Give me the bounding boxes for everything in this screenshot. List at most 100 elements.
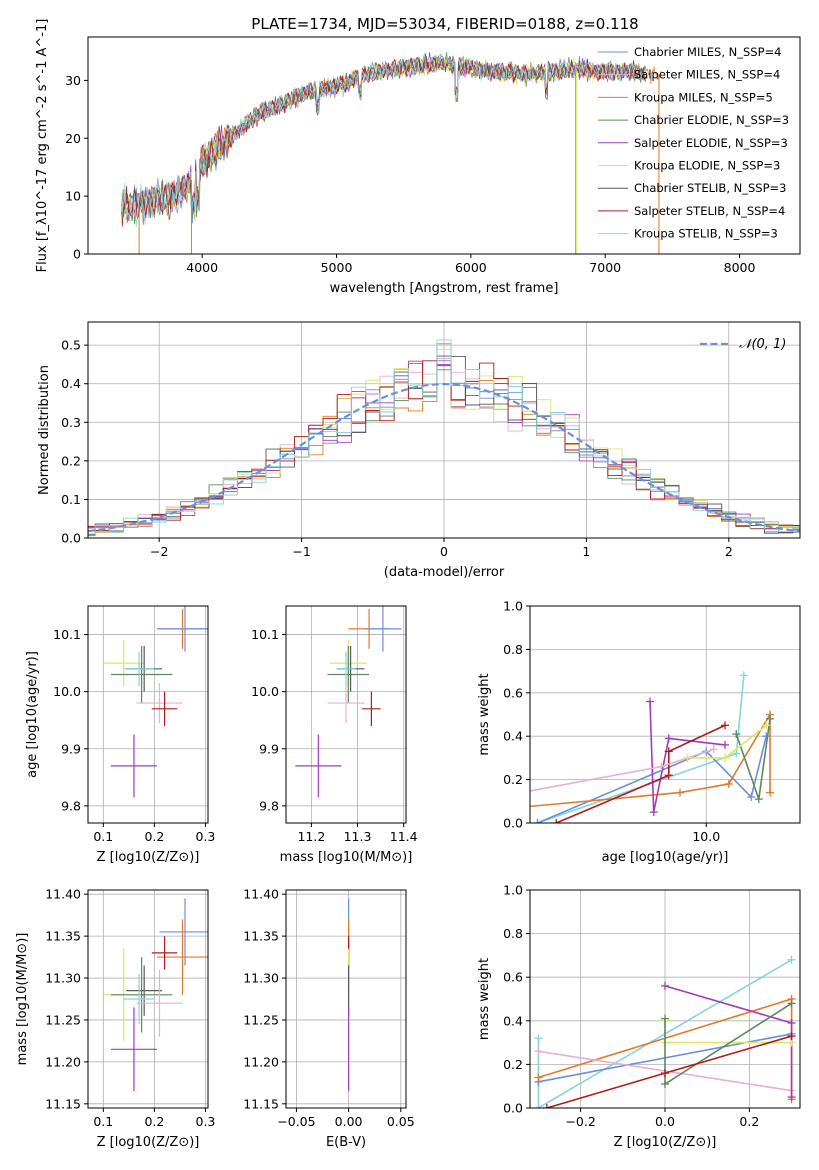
legend-label-normal: 𝒩(0, 1) [739,337,786,352]
y-tick-label: 11.30 [45,971,81,986]
y-tick-label: 0.0 [61,531,81,546]
weight-line-k_stelib [537,959,793,1108]
y-tick-label: 9.8 [61,798,81,813]
x-axis-label: E(B-V) [326,1135,366,1150]
plot-frame [87,605,209,824]
y-tick-label: 10.1 [251,627,279,642]
legend-label-c_miles: Chabrier MILES, N_SSP=4 [634,45,781,59]
legend-label-s_stelib: Salpeter STELIB, N_SSP=4 [634,204,785,218]
spectrum-line-s_miles [121,53,646,225]
y-tick-label: 9.8 [259,798,279,813]
legend-label-k_elodie: Kroupa ELODIE, N_SSP=3 [634,159,780,173]
panel-spectrum: 4000 5000 6000 7000 8000 0 10 20 30 wavelength [A… [35,19,801,296]
weight-line-s_miles [530,748,714,792]
x-axis-label: Z [log10(Z/Z⊙)] [97,1135,200,1150]
spectrum-line-k_stelib [121,52,646,228]
x-tick-label: −0.2 [565,1114,595,1129]
plot-area [295,606,402,798]
y-tick-label: 10.1 [53,627,81,642]
y-tick-label: 11.15 [45,1096,81,1111]
y-tick-label: 0.2 [503,1057,523,1072]
spectrum-line-k_elodie [121,55,646,221]
y-tick-label: 0.6 [503,970,523,985]
plot-area [121,52,662,254]
x-tick-label: 0.2 [144,829,164,844]
weight-line-s_elodie [649,701,726,813]
x-axis-label: age [log10(age/yr)] [602,850,729,865]
plot-frame [285,889,407,1109]
x-tick-label: −2 [150,544,168,559]
y-tick-label: 0 [73,247,81,262]
x-tick-label: 10.0 [692,829,720,844]
spectrum-line-c_stelib [121,55,646,222]
x-tick-label: 0.2 [144,1114,164,1129]
y-axis-label: mass [log10(M/M⊙)] [15,933,30,1066]
x-tick-label: 0.1 [93,1114,113,1129]
y-axis-label: Normed distribution [37,365,52,495]
panel-age-vs-Z: 0.1 0.2 0.3 9.8 9.9 10.0 10.1 Z [log10(Z/Z⊙)] ag… [25,605,216,865]
y-tick-label: 9.9 [61,741,81,756]
y-tick-label: 11.30 [243,971,279,986]
plot-area [103,898,208,1092]
legend-label-c_stelib: Chabrier STELIB, N_SSP=3 [634,181,786,195]
plot-frame [285,605,407,824]
y-tick-label: 9.9 [259,741,279,756]
y-tick-label: 11.25 [45,1012,81,1027]
panel-mass-vs-ebv: −0.05 0.00 0.05 11.15 11.20 11.25 11.30 11.35 11… [243,887,415,1150]
y-tick-label: 0.5 [61,338,81,353]
plot-area [103,606,208,798]
x-tick-label: 0 [440,544,448,559]
x-tick-label: 4000 [186,260,218,275]
y-tick-label: 11.25 [243,1012,279,1027]
y-tick-label: 0.0 [503,1101,523,1116]
y-axis-label: Flux [f_λ10^-17 erg cm^-2 s^-1 A^-1] [35,19,50,273]
y-tick-label: 0.1 [61,492,81,507]
x-tick-label: 11.4 [390,829,418,844]
x-axis-label: wavelength [Angstrom, rest frame] [330,281,559,296]
legend-label-c_elodie: Chabrier ELODIE, N_SSP=3 [634,113,789,127]
y-tick-label: 0.4 [61,376,81,391]
panel-residuals: −2 −1 0 1 2 0.0 0.1 0.2 0.3 0.4 0.5 (data-model)/er… [37,321,801,580]
figure-title: PLATE=1734, MJD=53034, FIBERID=0188, z=0… [251,15,638,33]
y-axis-label: mass weight [477,673,492,755]
y-tick-label: 10 [65,189,81,204]
plot-area [88,339,800,537]
weight-line-s_stelib [546,1035,792,1108]
plot-area [534,955,796,1108]
x-tick-label: 0.3 [196,829,216,844]
x-tick-label: 2 [725,544,733,559]
x-tick-label: 8000 [724,260,756,275]
panel-age-vs-mass: 11.2 11.3 11.4 9.8 9.9 10.0 10.1 mass [log10(M/… [251,605,418,865]
weight-line-c_elodie [664,1002,793,1086]
y-tick-label: 0.4 [503,1013,523,1028]
x-tick-label: −1 [292,544,310,559]
x-tick-label: 0.3 [196,1114,216,1129]
x-axis-label: mass [log10(M/M⊙)] [280,850,413,865]
x-tick-label: 0.05 [387,1114,415,1129]
x-tick-label: 11.2 [297,829,325,844]
spectrum-line-s_stelib [121,53,646,227]
y-tick-label: 1.0 [503,883,523,898]
x-tick-label: 5000 [321,260,353,275]
y-tick-label: 10.0 [251,684,279,699]
y-tick-label: 11.20 [243,1054,279,1069]
x-tick-label: 0.00 [335,1114,363,1129]
y-tick-label: 0.2 [503,772,523,787]
x-axis-label: (data-model)/error [384,565,505,580]
y-tick-label: 0.0 [503,816,523,831]
y-tick-label: 0.6 [503,685,523,700]
plot-frame [87,889,209,1109]
y-tick-label: 0.2 [61,453,81,468]
y-tick-label: 0.4 [503,729,523,744]
x-tick-label: 0.1 [93,829,113,844]
y-axis-label: mass weight [477,958,492,1040]
legend-label-s_miles: Salpeter MILES, N_SSP=4 [634,68,780,82]
spectrum-line-k_miles [138,54,662,216]
x-tick-label: 0.0 [655,1114,675,1129]
x-tick-label: 1 [582,544,590,559]
y-tick-label: 30 [65,73,81,88]
x-tick-label: 6000 [455,260,487,275]
y-tick-label: 1.0 [503,599,523,614]
